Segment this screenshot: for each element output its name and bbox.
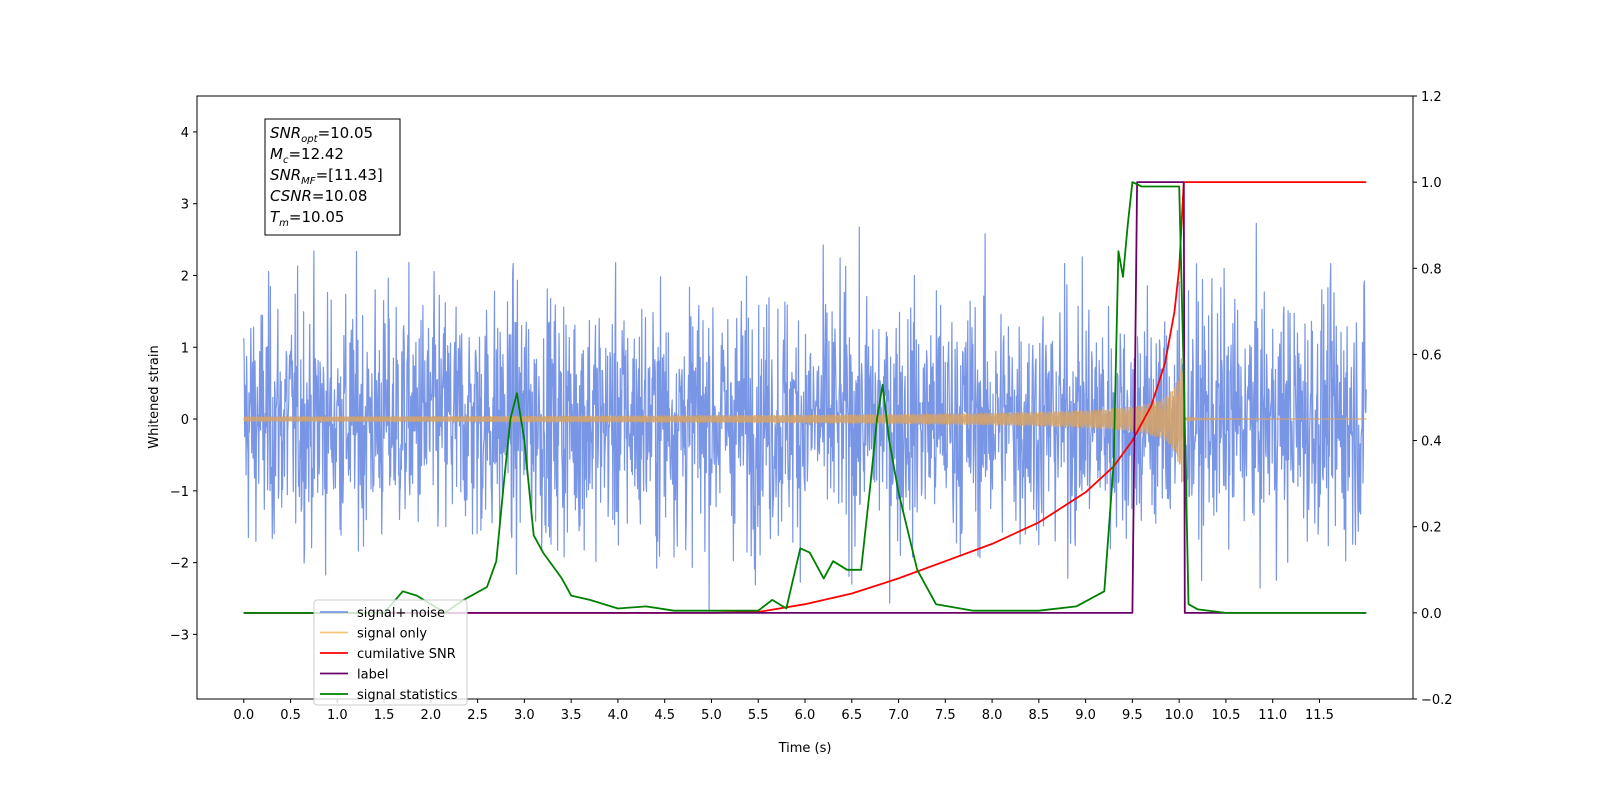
stats-box-frame <box>264 118 401 236</box>
y2-tick-label: −0.2 <box>1421 693 1453 708</box>
series-label <box>243 181 1367 614</box>
x-tick-label: 1.5 <box>374 708 395 723</box>
x-tick-label: 6.5 <box>841 708 862 723</box>
y-tick-label: 2 <box>181 269 189 284</box>
x-tick-label: 9.5 <box>1122 708 1143 723</box>
y-tick-label: −3 <box>170 628 189 643</box>
y-axis-right: −0.2 0.0 0.2 0.4 0.6 0.8 1.0 1.2 <box>1413 90 1453 708</box>
y-axis-label: Whitened strain <box>147 345 162 448</box>
y2-tick-label: 0.4 <box>1421 435 1442 450</box>
y-tick-label: −1 <box>170 485 189 500</box>
stats-line: SNRMF=[11.43] <box>270 166 383 187</box>
x-tick-label: 8.5 <box>1029 708 1050 723</box>
legend-label: signal only <box>357 627 427 642</box>
x-tick-label: 5.5 <box>748 708 769 723</box>
y-axis-left: −3 −2 −1 0 1 2 3 4 <box>170 126 197 643</box>
stats-annotation-box: SNRopt=10.05Mc=12.42SNRMF=[11.43]CSNR=10… <box>264 118 401 236</box>
x-tick-label: 5.0 <box>701 708 722 723</box>
y-tick-label: 0 <box>181 413 189 428</box>
y2-tick-label: 0.0 <box>1421 607 1442 622</box>
y2-tick-label: 0.6 <box>1421 348 1442 363</box>
y-tick-label: 4 <box>181 126 189 141</box>
x-tick-label: 0.5 <box>280 708 301 723</box>
x-tick-label: 10.5 <box>1211 708 1240 723</box>
x-tick-label: 1.0 <box>327 708 348 723</box>
x-tick-label: 11.0 <box>1258 708 1287 723</box>
legend-label: signal+ noise <box>357 606 445 621</box>
x-tick-label: 7.5 <box>935 708 956 723</box>
stats-line: CSNR=10.08 <box>270 187 367 205</box>
legend-label: signal statistics <box>357 688 458 703</box>
series-signal-plus-noise <box>243 222 1367 613</box>
x-tick-label: 0.0 <box>233 708 254 723</box>
y-tick-label: 1 <box>181 341 189 356</box>
x-tick-label: 3.5 <box>561 708 582 723</box>
x-tick-label: 2.0 <box>421 708 442 723</box>
x-tick-label: 10.0 <box>1165 708 1194 723</box>
x-tick-label: 2.5 <box>467 708 488 723</box>
y2-tick-label: 1.0 <box>1421 176 1442 191</box>
x-tick-label: 3.0 <box>514 708 535 723</box>
legend-label: cumilative SNR <box>357 647 456 662</box>
x-tick-label: 9.0 <box>1075 708 1096 723</box>
series-signal-statistics <box>243 181 1367 614</box>
stats-line: Mc=12.42 <box>270 145 344 166</box>
x-tick-label: 11.5 <box>1305 708 1334 723</box>
x-tick-label: 4.5 <box>654 708 675 723</box>
x-tick-label: 8.0 <box>982 708 1003 723</box>
y-tick-label: 3 <box>181 198 189 213</box>
y-tick-label: −2 <box>170 557 189 572</box>
x-tick-label: 4.0 <box>608 708 629 723</box>
x-axis: 0.0 0.5 1.0 1.5 2.0 2.5 3.0 3.5 4.0 4.5 5.0 5.5 6.0 6… <box>233 699 1334 723</box>
y2-tick-label: 0.2 <box>1421 521 1442 536</box>
y2-tick-label: 1.2 <box>1421 90 1442 105</box>
stats-line: Tm=10.05 <box>270 208 344 229</box>
x-axis-label: Time (s) <box>778 741 832 756</box>
x-tick-label: 6.0 <box>795 708 816 723</box>
y2-tick-label: 0.8 <box>1421 262 1442 277</box>
series-signal-only <box>243 357 1367 483</box>
legend-frame <box>313 599 468 706</box>
plot-area <box>243 181 1367 614</box>
legend: signal+ noise signal only cumilative SNR la… <box>313 599 468 706</box>
legend-label: label <box>357 668 388 683</box>
x-tick-label: 7.0 <box>888 708 909 723</box>
stats-line: SNRopt=10.05 <box>270 124 373 145</box>
